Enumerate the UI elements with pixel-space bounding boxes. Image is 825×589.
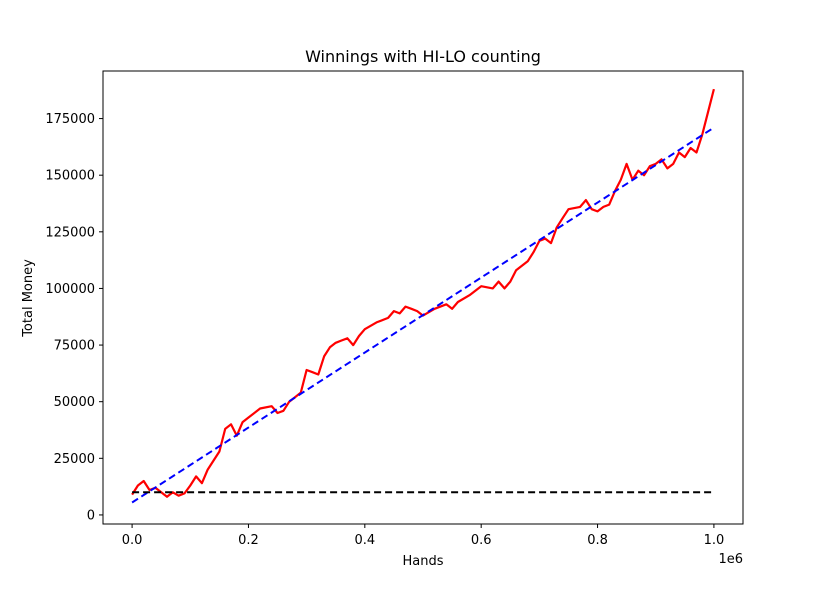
y-axis-label: Total Money (21, 259, 36, 338)
x-tick-label: 0.2 (238, 533, 259, 548)
x-tick-label: 0.8 (587, 533, 608, 548)
chart-title: Winnings with HI-LO counting (305, 47, 541, 66)
x-tick-label: 1.0 (704, 533, 725, 548)
y-tick-label: 50000 (54, 395, 95, 410)
ticks-layer: 0.0 0.2 0.4 0.6 0.8 1.0 0 25000 50000 75000 100000… (45, 112, 724, 548)
y-tick-label: 0 (87, 508, 95, 523)
series-layer (131, 88, 715, 504)
series-line-1 (131, 126, 715, 504)
series-line-0 (131, 88, 715, 498)
y-tick-label: 125000 (45, 225, 95, 240)
y-tick-label: 175000 (45, 112, 95, 127)
y-tick-label: 100000 (45, 282, 95, 297)
x-axis-label: Hands (402, 554, 443, 569)
plot-frame (102, 70, 744, 525)
x-tick-label: 0.6 (471, 533, 492, 548)
y-tick-label: 25000 (54, 452, 95, 467)
x-axis-offset-label: 1e6 (718, 552, 743, 567)
y-tick-label: 150000 (45, 169, 95, 184)
y-tick-label: 75000 (54, 339, 95, 354)
x-tick-label: 0.4 (354, 533, 375, 548)
x-tick-label: 0.0 (122, 533, 143, 548)
